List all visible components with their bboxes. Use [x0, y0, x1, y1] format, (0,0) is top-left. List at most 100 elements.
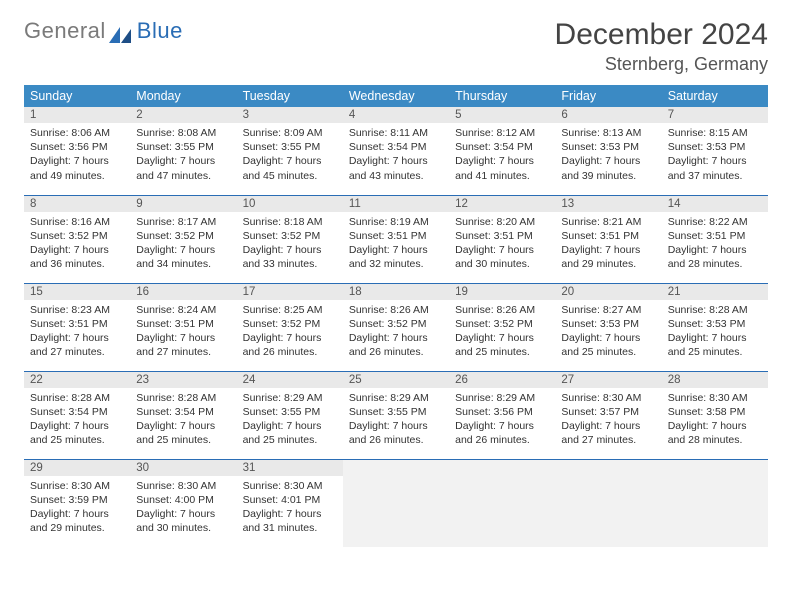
sunset-text: Sunset: 3:55 PM: [349, 405, 443, 419]
day-data: Sunrise: 8:26 AMSunset: 3:52 PMDaylight:…: [449, 300, 555, 366]
calendar-day-cell: [449, 459, 555, 547]
sunrise-text: Sunrise: 8:11 AM: [349, 126, 443, 140]
day-data: Sunrise: 8:12 AMSunset: 3:54 PMDaylight:…: [449, 123, 555, 189]
daylight-text: Daylight: 7 hours and 27 minutes.: [561, 419, 655, 447]
day-data: Sunrise: 8:16 AMSunset: 3:52 PMDaylight:…: [24, 212, 130, 278]
daylight-text: Daylight: 7 hours and 27 minutes.: [136, 331, 230, 359]
day-number: 9: [130, 196, 236, 212]
day-number: 11: [343, 196, 449, 212]
day-data: [555, 476, 661, 548]
daylight-text: Daylight: 7 hours and 43 minutes.: [349, 154, 443, 182]
daylight-text: Daylight: 7 hours and 39 minutes.: [561, 154, 655, 182]
day-number: 10: [237, 196, 343, 212]
calendar-day-cell: 10Sunrise: 8:18 AMSunset: 3:52 PMDayligh…: [237, 195, 343, 283]
calendar-day-cell: 28Sunrise: 8:30 AMSunset: 3:58 PMDayligh…: [662, 371, 768, 459]
day-number: 16: [130, 284, 236, 300]
sunset-text: Sunset: 3:52 PM: [30, 229, 124, 243]
day-number: 15: [24, 284, 130, 300]
day-data: Sunrise: 8:22 AMSunset: 3:51 PMDaylight:…: [662, 212, 768, 278]
sunset-text: Sunset: 3:59 PM: [30, 493, 124, 507]
sunset-text: Sunset: 3:55 PM: [243, 405, 337, 419]
day-data: Sunrise: 8:09 AMSunset: 3:55 PMDaylight:…: [237, 123, 343, 189]
sunrise-text: Sunrise: 8:16 AM: [30, 215, 124, 229]
calendar-week-row: 15Sunrise: 8:23 AMSunset: 3:51 PMDayligh…: [24, 283, 768, 371]
sunrise-text: Sunrise: 8:30 AM: [668, 391, 762, 405]
weekday-header: Tuesday: [237, 85, 343, 107]
day-data: Sunrise: 8:25 AMSunset: 3:52 PMDaylight:…: [237, 300, 343, 366]
day-data: Sunrise: 8:28 AMSunset: 3:54 PMDaylight:…: [130, 388, 236, 454]
daylight-text: Daylight: 7 hours and 29 minutes.: [30, 507, 124, 535]
day-number: 31: [237, 460, 343, 476]
day-number: 25: [343, 372, 449, 388]
daylight-text: Daylight: 7 hours and 25 minutes.: [136, 419, 230, 447]
brand-part2: Blue: [137, 18, 183, 44]
calendar-day-cell: 7Sunrise: 8:15 AMSunset: 3:53 PMDaylight…: [662, 107, 768, 195]
sail-icon: [109, 23, 131, 39]
sunrise-text: Sunrise: 8:29 AM: [349, 391, 443, 405]
sunrise-text: Sunrise: 8:29 AM: [243, 391, 337, 405]
day-data: [449, 476, 555, 548]
day-data: Sunrise: 8:11 AMSunset: 3:54 PMDaylight:…: [343, 123, 449, 189]
sunrise-text: Sunrise: 8:23 AM: [30, 303, 124, 317]
day-data: Sunrise: 8:08 AMSunset: 3:55 PMDaylight:…: [130, 123, 236, 189]
day-number: 29: [24, 460, 130, 476]
sunrise-text: Sunrise: 8:18 AM: [243, 215, 337, 229]
day-data: Sunrise: 8:20 AMSunset: 3:51 PMDaylight:…: [449, 212, 555, 278]
daylight-text: Daylight: 7 hours and 41 minutes.: [455, 154, 549, 182]
day-data: Sunrise: 8:30 AMSunset: 4:00 PMDaylight:…: [130, 476, 236, 542]
day-data: Sunrise: 8:19 AMSunset: 3:51 PMDaylight:…: [343, 212, 449, 278]
day-number: 23: [130, 372, 236, 388]
day-data: Sunrise: 8:29 AMSunset: 3:55 PMDaylight:…: [237, 388, 343, 454]
location-label: Sternberg, Germany: [555, 54, 768, 75]
day-data: Sunrise: 8:30 AMSunset: 3:57 PMDaylight:…: [555, 388, 661, 454]
sunrise-text: Sunrise: 8:29 AM: [455, 391, 549, 405]
day-data: Sunrise: 8:30 AMSunset: 3:58 PMDaylight:…: [662, 388, 768, 454]
calendar-day-cell: 24Sunrise: 8:29 AMSunset: 3:55 PMDayligh…: [237, 371, 343, 459]
day-number: 17: [237, 284, 343, 300]
day-number: 18: [343, 284, 449, 300]
calendar-day-cell: 16Sunrise: 8:24 AMSunset: 3:51 PMDayligh…: [130, 283, 236, 371]
sunset-text: Sunset: 3:54 PM: [30, 405, 124, 419]
day-number: 8: [24, 196, 130, 212]
calendar-day-cell: 22Sunrise: 8:28 AMSunset: 3:54 PMDayligh…: [24, 371, 130, 459]
calendar-day-cell: 30Sunrise: 8:30 AMSunset: 4:00 PMDayligh…: [130, 459, 236, 547]
day-number: 22: [24, 372, 130, 388]
day-number: 24: [237, 372, 343, 388]
daylight-text: Daylight: 7 hours and 30 minutes.: [455, 243, 549, 271]
calendar-day-cell: 2Sunrise: 8:08 AMSunset: 3:55 PMDaylight…: [130, 107, 236, 195]
day-number: 20: [555, 284, 661, 300]
page-header: GeneralBlue December 2024 Sternberg, Ger…: [24, 18, 768, 75]
day-data: Sunrise: 8:06 AMSunset: 3:56 PMDaylight:…: [24, 123, 130, 189]
calendar-day-cell: 23Sunrise: 8:28 AMSunset: 3:54 PMDayligh…: [130, 371, 236, 459]
daylight-text: Daylight: 7 hours and 37 minutes.: [668, 154, 762, 182]
calendar-day-cell: 12Sunrise: 8:20 AMSunset: 3:51 PMDayligh…: [449, 195, 555, 283]
daylight-text: Daylight: 7 hours and 31 minutes.: [243, 507, 337, 535]
day-number: 28: [662, 372, 768, 388]
sunrise-text: Sunrise: 8:09 AM: [243, 126, 337, 140]
day-number: 13: [555, 196, 661, 212]
daylight-text: Daylight: 7 hours and 32 minutes.: [349, 243, 443, 271]
daylight-text: Daylight: 7 hours and 28 minutes.: [668, 419, 762, 447]
calendar-day-cell: 4Sunrise: 8:11 AMSunset: 3:54 PMDaylight…: [343, 107, 449, 195]
day-data: Sunrise: 8:17 AMSunset: 3:52 PMDaylight:…: [130, 212, 236, 278]
daylight-text: Daylight: 7 hours and 28 minutes.: [668, 243, 762, 271]
sunrise-text: Sunrise: 8:21 AM: [561, 215, 655, 229]
sunset-text: Sunset: 3:56 PM: [455, 405, 549, 419]
day-number: 26: [449, 372, 555, 388]
sunset-text: Sunset: 3:56 PM: [30, 140, 124, 154]
calendar-week-row: 22Sunrise: 8:28 AMSunset: 3:54 PMDayligh…: [24, 371, 768, 459]
calendar-day-cell: 3Sunrise: 8:09 AMSunset: 3:55 PMDaylight…: [237, 107, 343, 195]
calendar-week-row: 29Sunrise: 8:30 AMSunset: 3:59 PMDayligh…: [24, 459, 768, 547]
weekday-header: Saturday: [662, 85, 768, 107]
day-data: Sunrise: 8:23 AMSunset: 3:51 PMDaylight:…: [24, 300, 130, 366]
daylight-text: Daylight: 7 hours and 45 minutes.: [243, 154, 337, 182]
sunrise-text: Sunrise: 8:28 AM: [136, 391, 230, 405]
calendar-day-cell: 29 Sunrise: 8:30 AMSunset: 3:59 PMDayligh…: [24, 459, 130, 547]
sunset-text: Sunset: 3:53 PM: [561, 140, 655, 154]
sunrise-text: Sunrise: 8:30 AM: [30, 479, 124, 493]
weekday-header: Thursday: [449, 85, 555, 107]
day-number: 6: [555, 107, 661, 123]
sunrise-text: Sunrise: 8:15 AM: [668, 126, 762, 140]
day-number: [555, 460, 661, 476]
daylight-text: Daylight: 7 hours and 33 minutes.: [243, 243, 337, 271]
